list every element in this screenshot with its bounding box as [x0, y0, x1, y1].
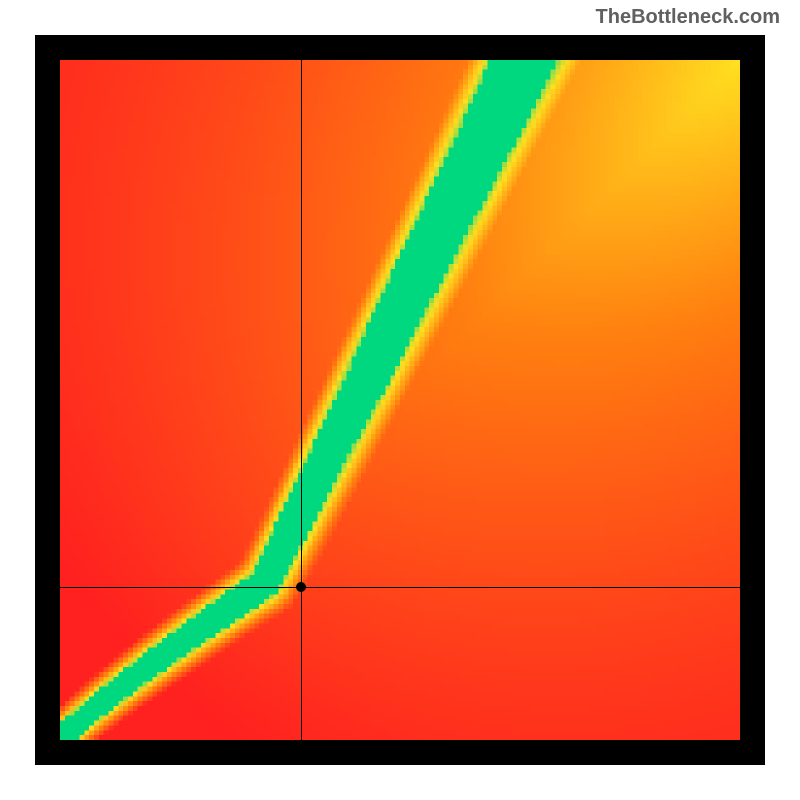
chart-container: TheBottleneck.com — [0, 0, 800, 800]
watermark-text: TheBottleneck.com — [596, 6, 780, 29]
crosshair-horizontal — [60, 587, 740, 588]
plot-area — [60, 60, 740, 740]
crosshair-vertical — [301, 60, 302, 740]
marker-dot — [296, 582, 306, 592]
heatmap-canvas — [60, 60, 740, 740]
plot-frame — [35, 35, 765, 765]
